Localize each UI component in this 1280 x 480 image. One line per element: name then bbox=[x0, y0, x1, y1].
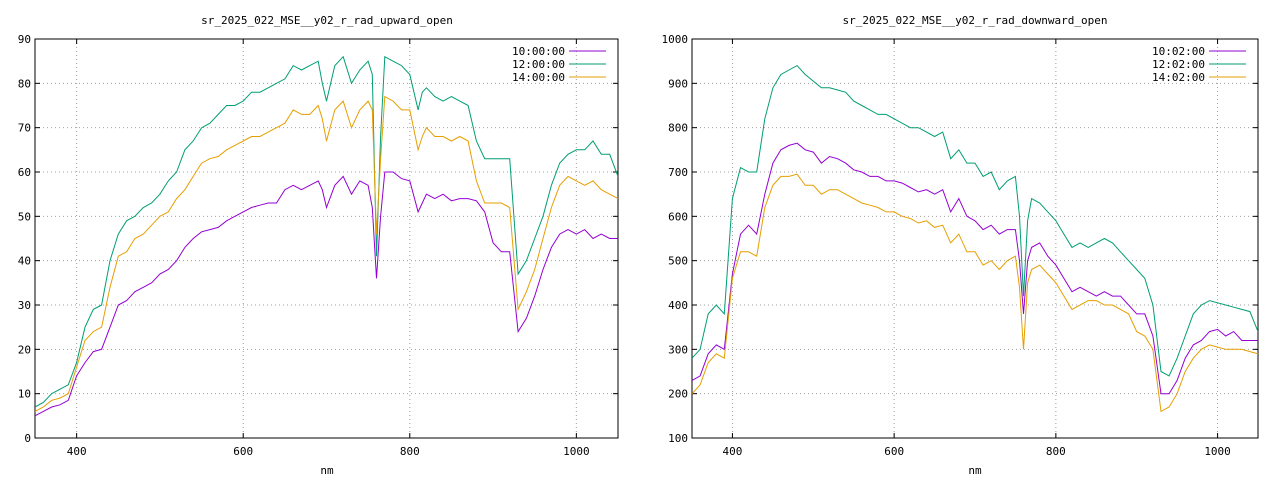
plot-frame bbox=[691, 38, 1259, 439]
x-axis-label: nm bbox=[968, 464, 982, 477]
chart-title-upward: sr_2025_022_MSE__y02_r_rad_upward_open bbox=[201, 14, 453, 27]
series-line-12-02-00 bbox=[692, 64, 1258, 377]
y-tick-label: 90 bbox=[18, 33, 31, 46]
chart-downward-panel: 100 200 300 400 500 600 700 800 900 1000 400 600 800… bbox=[662, 14, 1259, 477]
legend-label: 14:02:00 bbox=[1152, 71, 1205, 84]
series-line-14-02-00 bbox=[692, 173, 1258, 413]
x-tick-label: 1000 bbox=[1204, 445, 1231, 458]
x-tick-label: 800 bbox=[1046, 445, 1066, 458]
series-line-10-02-00 bbox=[692, 142, 1258, 395]
y-tick-label: 500 bbox=[668, 255, 688, 268]
series-line-10-00-00 bbox=[35, 171, 618, 417]
series-line-12-00-00 bbox=[35, 55, 618, 408]
plot-frame bbox=[34, 38, 619, 439]
x-tick-label: 800 bbox=[400, 445, 420, 458]
y-tick-label: 60 bbox=[18, 166, 31, 179]
y-tick-label: 600 bbox=[668, 210, 688, 223]
y-tick-label: 100 bbox=[668, 432, 688, 445]
y-tick-label: 40 bbox=[18, 255, 31, 268]
legend-label: 12:00:00 bbox=[512, 58, 565, 71]
chart-upward-panel: 0 10 20 30 40 50 60 70 80 90 400 600 800 1000 sr_2025_… bbox=[18, 14, 619, 477]
x-axis-label: nm bbox=[320, 464, 334, 477]
x-tick-label: 600 bbox=[884, 445, 904, 458]
y-tick-label: 300 bbox=[668, 343, 688, 356]
y-tick-label: 0 bbox=[24, 432, 31, 445]
y-tick-label: 700 bbox=[668, 166, 688, 179]
x-tick-label: 400 bbox=[67, 445, 87, 458]
y-tick-label: 200 bbox=[668, 388, 688, 401]
y-tick-label: 10 bbox=[18, 388, 31, 401]
y-tick-label: 800 bbox=[668, 122, 688, 135]
chart-title-downward: sr_2025_022_MSE__y02_r_rad_downward_open bbox=[843, 14, 1108, 27]
y-tick-label: 400 bbox=[668, 299, 688, 312]
y-tick-label: 50 bbox=[18, 210, 31, 223]
legend-label: 10:02:00 bbox=[1152, 45, 1205, 58]
y-tick-label: 20 bbox=[18, 343, 31, 356]
legend-label: 10:00:00 bbox=[512, 45, 565, 58]
legend-label: 14:00:00 bbox=[512, 71, 565, 84]
y-tick-label: 80 bbox=[18, 77, 31, 90]
x-tick-label: 600 bbox=[233, 445, 253, 458]
y-tick-label: 70 bbox=[18, 122, 31, 135]
series-line-14-00-00 bbox=[35, 95, 618, 412]
y-tick-label: 1000 bbox=[662, 33, 689, 46]
x-tick-label: 1000 bbox=[563, 445, 590, 458]
legend-label: 12:02:00 bbox=[1152, 58, 1205, 71]
x-tick-label: 400 bbox=[722, 445, 742, 458]
y-tick-label: 30 bbox=[18, 299, 31, 312]
y-tick-label: 900 bbox=[668, 77, 688, 90]
